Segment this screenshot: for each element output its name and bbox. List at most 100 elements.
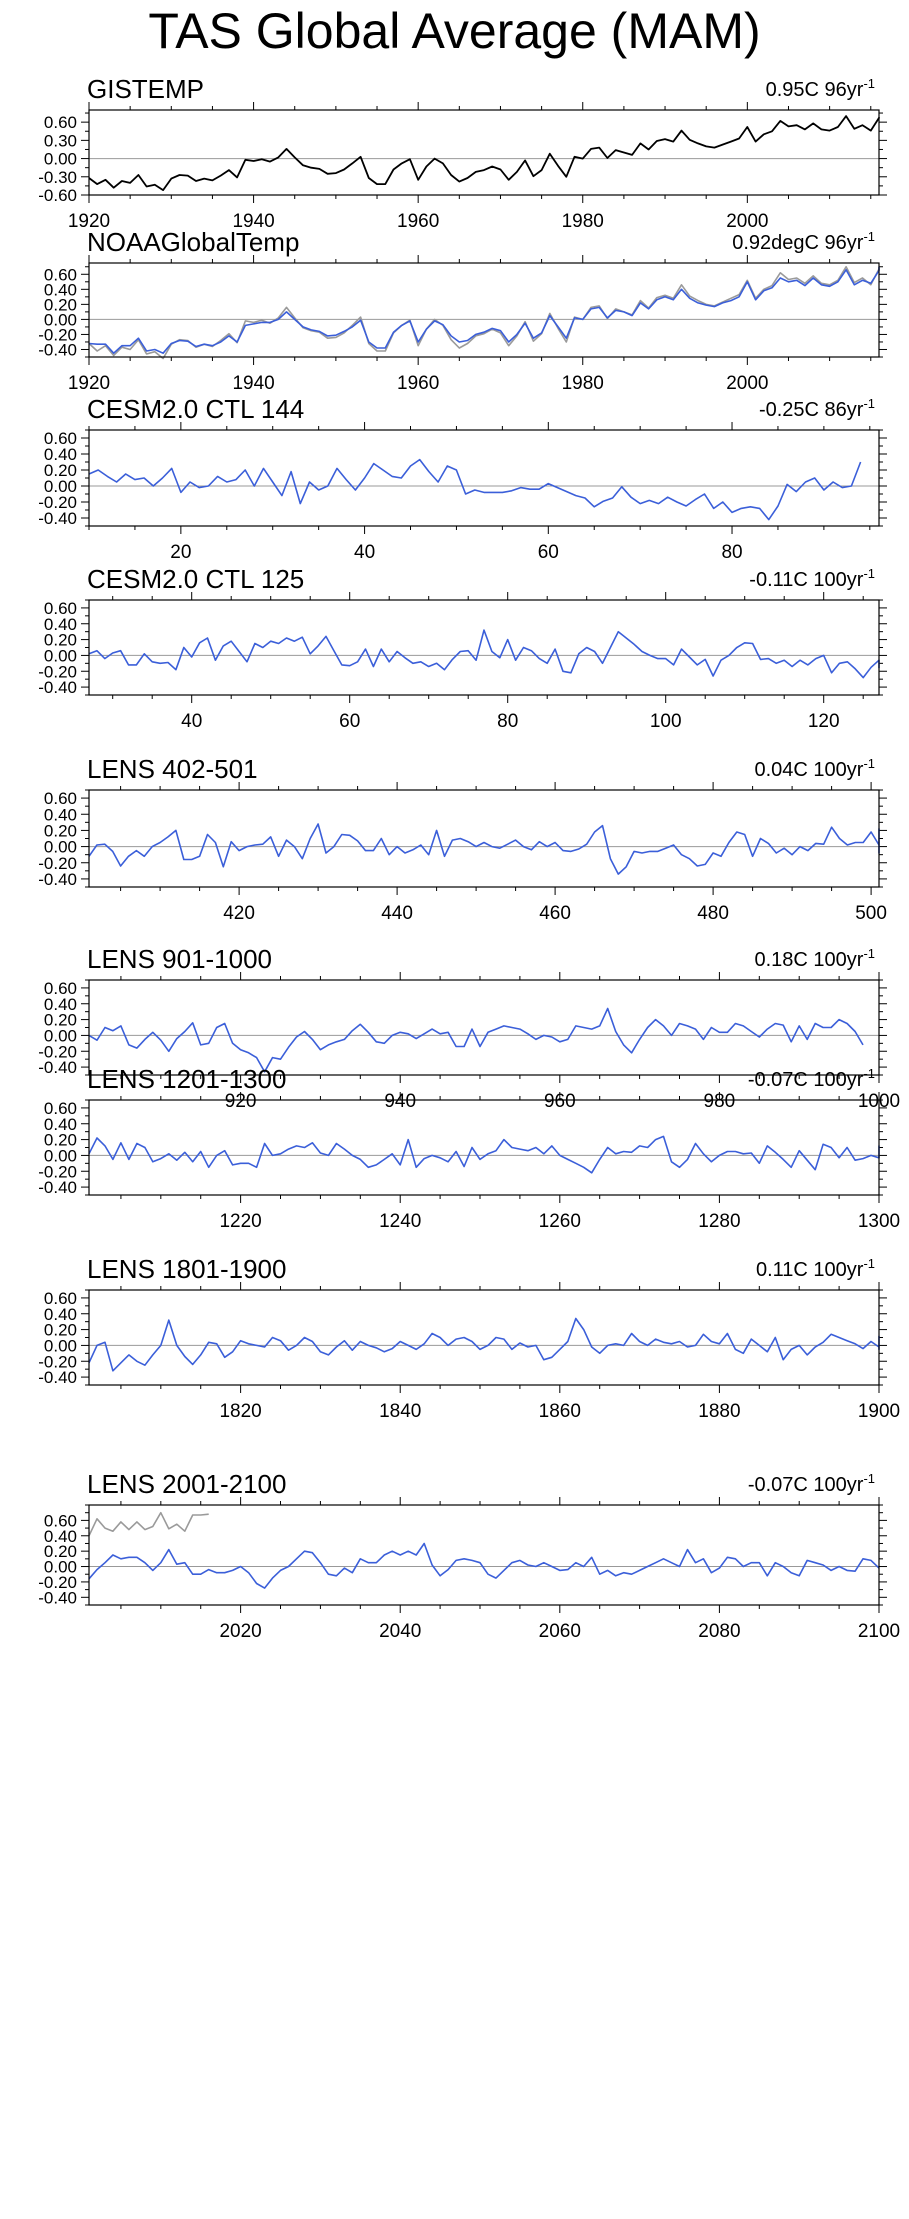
x-tick-label: 100 [650, 711, 682, 732]
y-tick-label: 0.30 [44, 131, 77, 150]
plot-frame [88, 599, 880, 696]
y-tick-label: 0.00 [44, 838, 77, 857]
panel-title: CESM2.0 CTL 144 [87, 394, 304, 424]
x-tick-label: 120 [808, 711, 840, 732]
y-tick-label: -0.20 [38, 1042, 77, 1061]
y-tick-label: 0.60 [44, 599, 77, 618]
trend-value: 0.92degC 96yr [732, 232, 864, 254]
x-tick-label: 2000 [726, 211, 768, 232]
plot-frame [88, 429, 880, 527]
series-line-lens-901-1000 [88, 1007, 864, 1073]
plot-frame [88, 1099, 880, 1196]
x-tick-label: 2080 [698, 1621, 740, 1642]
series-line-noaaglobaltemp [88, 266, 880, 355]
series-line-cesm2-0-ctl-144 [88, 458, 862, 521]
y-tick-label: -0.20 [38, 1162, 77, 1181]
trend-value: -0.07C 100yr [748, 1474, 864, 1496]
trend-value: 0.11C 100yr [756, 1259, 864, 1281]
panel-trend-label: 0.11C 100yr-1 [756, 1256, 875, 1281]
y-tick-label: -0.30 [38, 168, 77, 187]
y-tick-label: 0.40 [44, 445, 77, 464]
y-tick-label: 0.20 [44, 1131, 77, 1150]
y-tick-label: 0.00 [44, 310, 77, 329]
x-tick-label: 1240 [379, 1211, 421, 1232]
trend-value: 0.95C 96yr [766, 79, 864, 101]
x-tick-label: 1940 [232, 211, 274, 232]
plot-frame [88, 109, 880, 196]
y-tick-label: 0.60 [44, 265, 77, 284]
x-tick-label: 20 [170, 542, 191, 563]
x-tick-label: 40 [181, 711, 202, 732]
panel-trend-label: 0.92degC 96yr-1 [732, 229, 875, 254]
chart-panel-2: NOAAGlobalTemp 0.92degC 96yr-1-0.40-0.200… [38, 227, 887, 394]
chart-panel-5: LENS 402-501 0.04C 100yr-1-0.40-0.200.000… [38, 754, 887, 924]
y-tick-label: 0.60 [44, 979, 77, 998]
panel-trend-label: -0.07C 100yr-1 [748, 1471, 875, 1496]
y-tick-label: -0.20 [38, 493, 77, 512]
y-tick-label: -0.40 [38, 678, 77, 697]
x-tick-label: 480 [697, 903, 729, 924]
x-tick-label: 920 [225, 1091, 257, 1112]
y-tick-label: -0.20 [38, 1352, 77, 1371]
y-tick-label: 0.60 [44, 1099, 77, 1118]
trend-superscript: -1 [863, 1066, 875, 1081]
x-tick-label: 440 [381, 903, 413, 924]
x-tick-label: 1220 [219, 1211, 261, 1232]
trend-superscript: -1 [863, 1471, 875, 1486]
panel-title: NOAAGlobalTemp [87, 227, 299, 257]
x-tick-label: 60 [339, 711, 360, 732]
x-tick-label: 420 [223, 903, 255, 924]
chart-panel-1: GISTEMP 0.95C 96yr-1 -0.60-0.300.000.300.6… [38, 74, 887, 232]
x-tick-label: 980 [704, 1091, 736, 1112]
y-tick-label: 0.20 [44, 631, 77, 650]
trend-superscript: -1 [863, 946, 875, 961]
x-tick-label: 2100 [858, 1621, 900, 1642]
y-tick-label: -0.40 [38, 870, 77, 889]
trend-superscript: -1 [863, 566, 875, 581]
x-tick-label: 1960 [397, 211, 439, 232]
y-tick-label: 0.60 [44, 113, 77, 132]
y-tick-label: 0.40 [44, 615, 77, 634]
x-tick-label: 2020 [219, 1621, 261, 1642]
y-tick-label: 0.60 [44, 429, 77, 448]
x-tick-label: 460 [539, 903, 571, 924]
x-tick-label: 2060 [539, 1621, 581, 1642]
plot-frame [88, 1504, 880, 1606]
trend-value: 0.18C 100yr [754, 949, 863, 971]
y-tick-label: 0.60 [44, 1511, 77, 1530]
plot-frame [88, 789, 880, 888]
x-tick-label: 1280 [698, 1211, 740, 1232]
y-tick-label: -0.60 [38, 186, 77, 205]
series-line-lens-1801-1900 [88, 1317, 880, 1372]
x-tick-label: 500 [855, 903, 887, 924]
x-tick-label: 1860 [539, 1401, 581, 1422]
panel-title: LENS 901-1000 [87, 944, 272, 974]
y-tick-label: -0.40 [38, 509, 77, 528]
plot-frame [88, 979, 880, 1076]
y-tick-label: -0.40 [38, 340, 77, 359]
y-tick-label: 0.00 [44, 477, 77, 496]
x-tick-label: 1260 [539, 1211, 581, 1232]
panel-title: LENS 402-501 [87, 754, 258, 784]
chart-panel-8: LENS 1801-1900 0.11C 100yr-1 -0.40-0.200.0… [38, 1254, 900, 1422]
y-tick-label: -0.40 [38, 1178, 77, 1197]
x-tick-label: 1300 [858, 1211, 900, 1232]
x-tick-label: 1820 [219, 1401, 261, 1422]
trend-value: -0.07C 100yr [748, 1069, 864, 1091]
y-tick-label: 0.00 [44, 1558, 77, 1577]
y-tick-label: 0.20 [44, 1542, 77, 1561]
trend-superscript: -1 [863, 756, 875, 771]
chart-panel-4: CESM2.0 CTL 125 -0.11C 100yr-1-0.40-0.200… [38, 564, 887, 732]
x-tick-label: 1920 [68, 373, 110, 394]
chart-panel-6: LENS 901-1000 0.18C 100yr-1-0.40-0.200.00… [38, 944, 900, 1112]
trend-value: -0.25C 86yr [759, 399, 864, 421]
x-tick-label: 60 [538, 542, 559, 563]
panel-title: LENS 2001-2100 [87, 1469, 286, 1499]
y-tick-label: 0.40 [44, 805, 77, 824]
panel-trend-label: -0.11C 100yr-1 [749, 566, 875, 591]
y-tick-label: 0.40 [44, 1527, 77, 1546]
trend-superscript: -1 [863, 229, 875, 244]
x-tick-label: 2040 [379, 1621, 421, 1642]
y-tick-label: 0.40 [44, 995, 77, 1014]
